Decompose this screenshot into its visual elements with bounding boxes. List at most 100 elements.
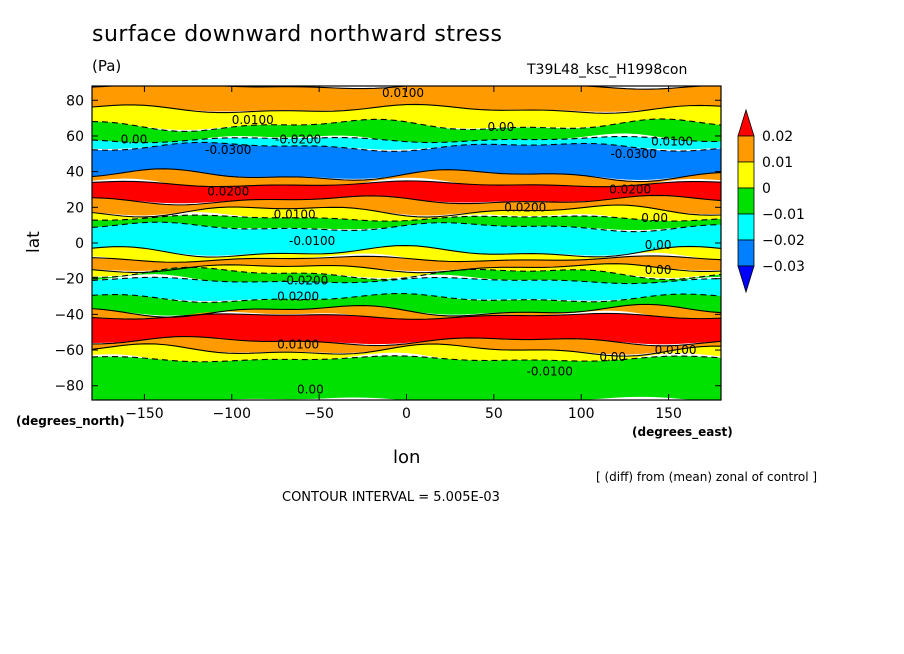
colorbar-swatch [737,239,755,267]
colorbar-swatch [737,265,755,294]
contour-line [92,141,721,152]
units-label: (Pa) [92,57,122,75]
contour-labels: 0.0100 0.0100 0.0100 0.00 0.00 -0.0200 -0.0300… [121,86,697,396]
contour-line [92,103,721,114]
contour-line [92,204,721,218]
contour-label: -0.0100 [527,364,573,378]
contour-label: 0.0100 [655,343,697,357]
contour-band [92,267,721,287]
contour-label: -0.0300 [205,143,251,157]
y-tick-label: −20 [54,272,84,288]
y-tick-label: 40 [66,165,84,181]
contour-label: 0.0200 [207,184,249,198]
colorbar-label: −0.02 [762,233,805,249]
x-tick-label: 0 [402,406,411,422]
contour-band [92,255,721,272]
contour-band [92,195,721,216]
colorbar-swatch [737,108,755,137]
contour-band [92,222,721,256]
contour-band [92,277,721,302]
contour-label: 0.0100 [232,113,274,127]
contour-line [92,355,721,363]
y-tick-label: 60 [66,129,84,145]
contour-band [92,343,721,365]
contour-label: 0.00 [487,120,514,134]
colorbar-label: −0.01 [762,207,805,223]
contour-label: -0.0100 [289,234,335,248]
x-tick-label: 100 [568,406,595,422]
contour-line [92,255,721,263]
y-axis-ticks: 80 60 40 20 0 −20 −40 −60 −80 [54,93,721,395]
contour-band [92,180,721,204]
contour-label: 0.0100 [651,134,693,148]
contour-band [92,104,721,130]
colorbar-swatch [737,161,755,189]
contour-line [92,335,721,347]
contour-line [92,168,721,183]
contour-line [92,194,721,206]
contour-band [92,304,721,323]
contour-interval: CONTOUR INTERVAL = 5.005E-03 [282,490,500,505]
colorbar-label: 0.01 [762,155,793,171]
x-tick-label: 50 [485,406,503,422]
x-tick-label: −100 [213,406,251,422]
contour-line [92,343,721,357]
contour-line [92,292,721,303]
colorbar-label: 0.02 [762,129,793,145]
y-tick-label: 0 [75,236,84,252]
contour-band [92,142,721,180]
contour-label: 0.0200 [609,182,651,196]
contour-line [92,214,721,222]
contour-band [92,118,721,146]
contour-label: -0.0200 [282,273,328,287]
contour-label: 0.00 [645,263,672,277]
contour-band [92,263,721,278]
run-id-label: T39L48_ksc_H1998con [527,62,688,78]
y-tick-label: 80 [66,93,84,109]
difference-note: [ (diff) from (mean) zonal of control ] [596,470,818,484]
contour-line [92,180,721,188]
x-axis-label: lon [393,447,421,468]
colorbar-swatch [737,213,755,241]
chart-title: surface downward northward stress [92,22,503,47]
colorbar-swatch [737,187,755,215]
contour-label: 0.00 [599,350,626,364]
x-axis-units: (degrees_east) [632,425,733,439]
contour-label: -0.0300 [610,147,656,161]
contour-label: 0.00 [645,238,672,252]
y-tick-label: 20 [66,200,84,216]
x-tick-label: −50 [304,406,334,422]
contour-line [92,86,710,90]
contour-label: 0.0100 [382,86,424,100]
contour-line [92,135,721,144]
contour-label: 0.00 [297,382,324,396]
colorbar-label: 0 [762,181,771,197]
contour-band [92,136,721,150]
y-tick-label: −80 [54,379,84,395]
contour-label: 0.00 [121,133,148,147]
contour-line [92,244,721,258]
contour-line [92,266,721,281]
contour-band [92,86,721,112]
contour-line [92,312,721,320]
x-axis-ticks: −150 −100 −50 0 50 100 150 [125,86,682,422]
contour-label: 0.0100 [274,207,316,221]
colorbar-label: −0.03 [762,259,805,275]
colorbar-swatch [737,135,755,163]
contour-label: 0.0200 [277,290,319,304]
x-tick-label: −150 [125,406,163,422]
y-axis-units: (degrees_north) [16,414,125,428]
contour-band [92,355,721,400]
colorbar: 0.02 0.01 0 −0.01 −0.02 −0.03 [737,108,805,294]
filled-contour-bands [92,86,721,400]
contour-label: -0.0200 [275,133,321,147]
contour-label: 0.0100 [277,338,319,352]
contour-label: 0.0200 [504,200,546,214]
y-tick-label: −60 [54,343,84,359]
x-tick-label: 150 [655,406,682,422]
y-tick-label: −40 [54,307,84,323]
contour-lines [92,86,721,363]
contour-line [92,276,721,285]
contour-band [92,313,721,345]
